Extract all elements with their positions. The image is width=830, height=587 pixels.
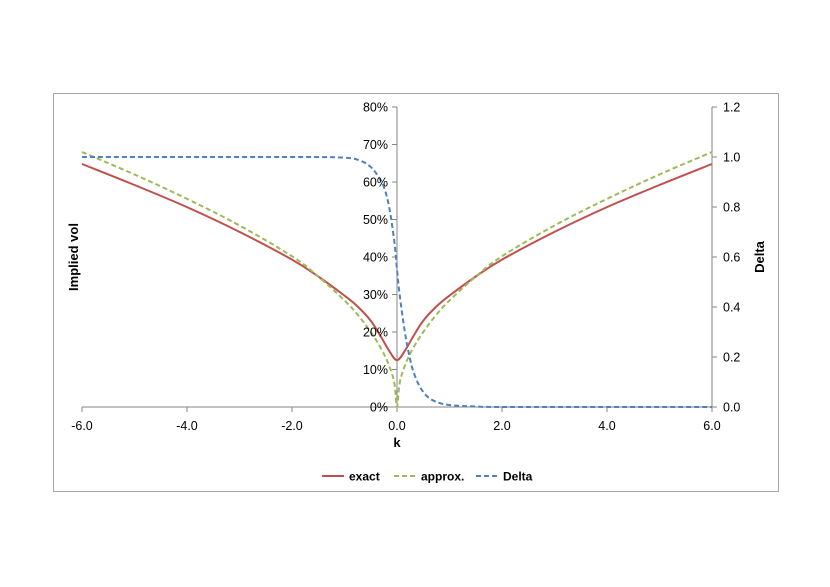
y2-tick-label: 1.0: [723, 151, 740, 165]
x-tick-label: 4.0: [598, 419, 615, 433]
axes: [81, 106, 717, 412]
series-line-exact: [81, 163, 713, 362]
y2-tick-label: 0.2: [723, 351, 740, 365]
legend-label-delta: Delta: [503, 470, 533, 484]
y-tick-label: 40%: [363, 251, 388, 265]
y-tick-label: 50%: [363, 213, 388, 227]
x-tick-label: -6.0: [71, 419, 93, 433]
x-tick-label: 0.0: [388, 419, 405, 433]
y-tick-label: 10%: [363, 363, 388, 377]
x-tick-label: 2.0: [493, 419, 510, 433]
x-tick-label: 6.0: [703, 419, 720, 433]
x-tick-label: -2.0: [281, 419, 303, 433]
legend-label-exact: exact: [349, 470, 380, 484]
y-tick-label: 30%: [363, 288, 388, 302]
y2-tick-label: 0.8: [723, 201, 740, 215]
x-axis-title: k: [393, 435, 401, 450]
y2-tick-label: 0.6: [723, 251, 740, 265]
y2-tick-label: 0.0: [723, 401, 740, 415]
y2-axis-title: Delta: [752, 240, 767, 273]
y2-tick-label: 1.2: [723, 101, 740, 115]
y-tick-label: 80%: [363, 101, 388, 115]
legend-label-approx: approx.: [421, 470, 464, 484]
series-line-approx: [81, 151, 713, 408]
y-tick-label: 70%: [363, 138, 388, 152]
y-tick-label: 0%: [370, 401, 388, 415]
y-tick-label: 60%: [363, 176, 388, 190]
x-tick-label: -4.0: [176, 419, 198, 433]
series-layer: [81, 151, 713, 409]
chart-frame: [53, 93, 779, 492]
y-axis-title: Implied vol: [66, 223, 81, 291]
y2-tick-label: 0.4: [723, 301, 740, 315]
labels: -6.0 -4.0 -2.0 0.0 2.0 4.0 6.0 0% 10% 20% 30% 40% 50…: [66, 101, 767, 451]
y-tick-label: 20%: [363, 326, 388, 340]
legend: exact approx. Delta: [322, 470, 533, 484]
series-line-delta: [81, 155, 712, 409]
